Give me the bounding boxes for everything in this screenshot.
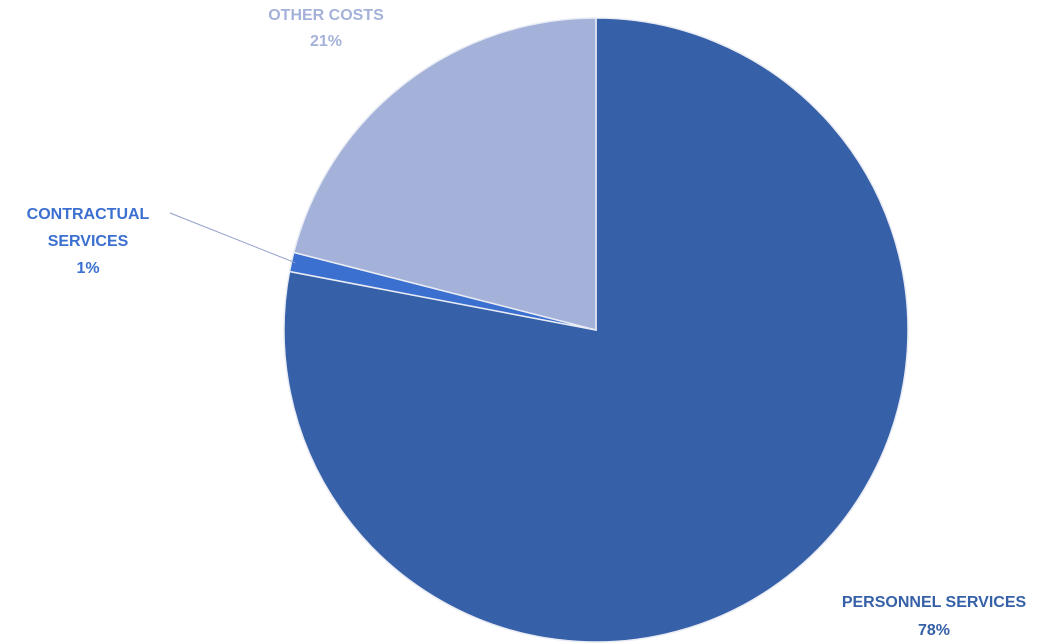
label-other-costs-percent: 21%	[310, 33, 342, 50]
label-personnel-services-percent: 78%	[918, 622, 950, 639]
pie-slice-personnel	[283, 17, 909, 643]
pie-slices	[283, 17, 909, 643]
label-contractual-line2: SERVICES	[48, 233, 129, 250]
label-personnel-services: PERSONNEL SERVICES	[842, 594, 1027, 611]
slice-labels: PERSONNEL SERVICES 78% CONTRACTUAL SERVI…	[27, 7, 1027, 639]
label-other-costs: OTHER COSTS	[268, 7, 384, 24]
label-contractual-percent: 1%	[76, 260, 99, 277]
pie-slice-other	[292, 17, 597, 331]
leader-lines	[169, 212, 296, 264]
label-contractual-line1: CONTRACTUAL	[27, 206, 150, 223]
leader-line-contractual	[169, 212, 296, 264]
